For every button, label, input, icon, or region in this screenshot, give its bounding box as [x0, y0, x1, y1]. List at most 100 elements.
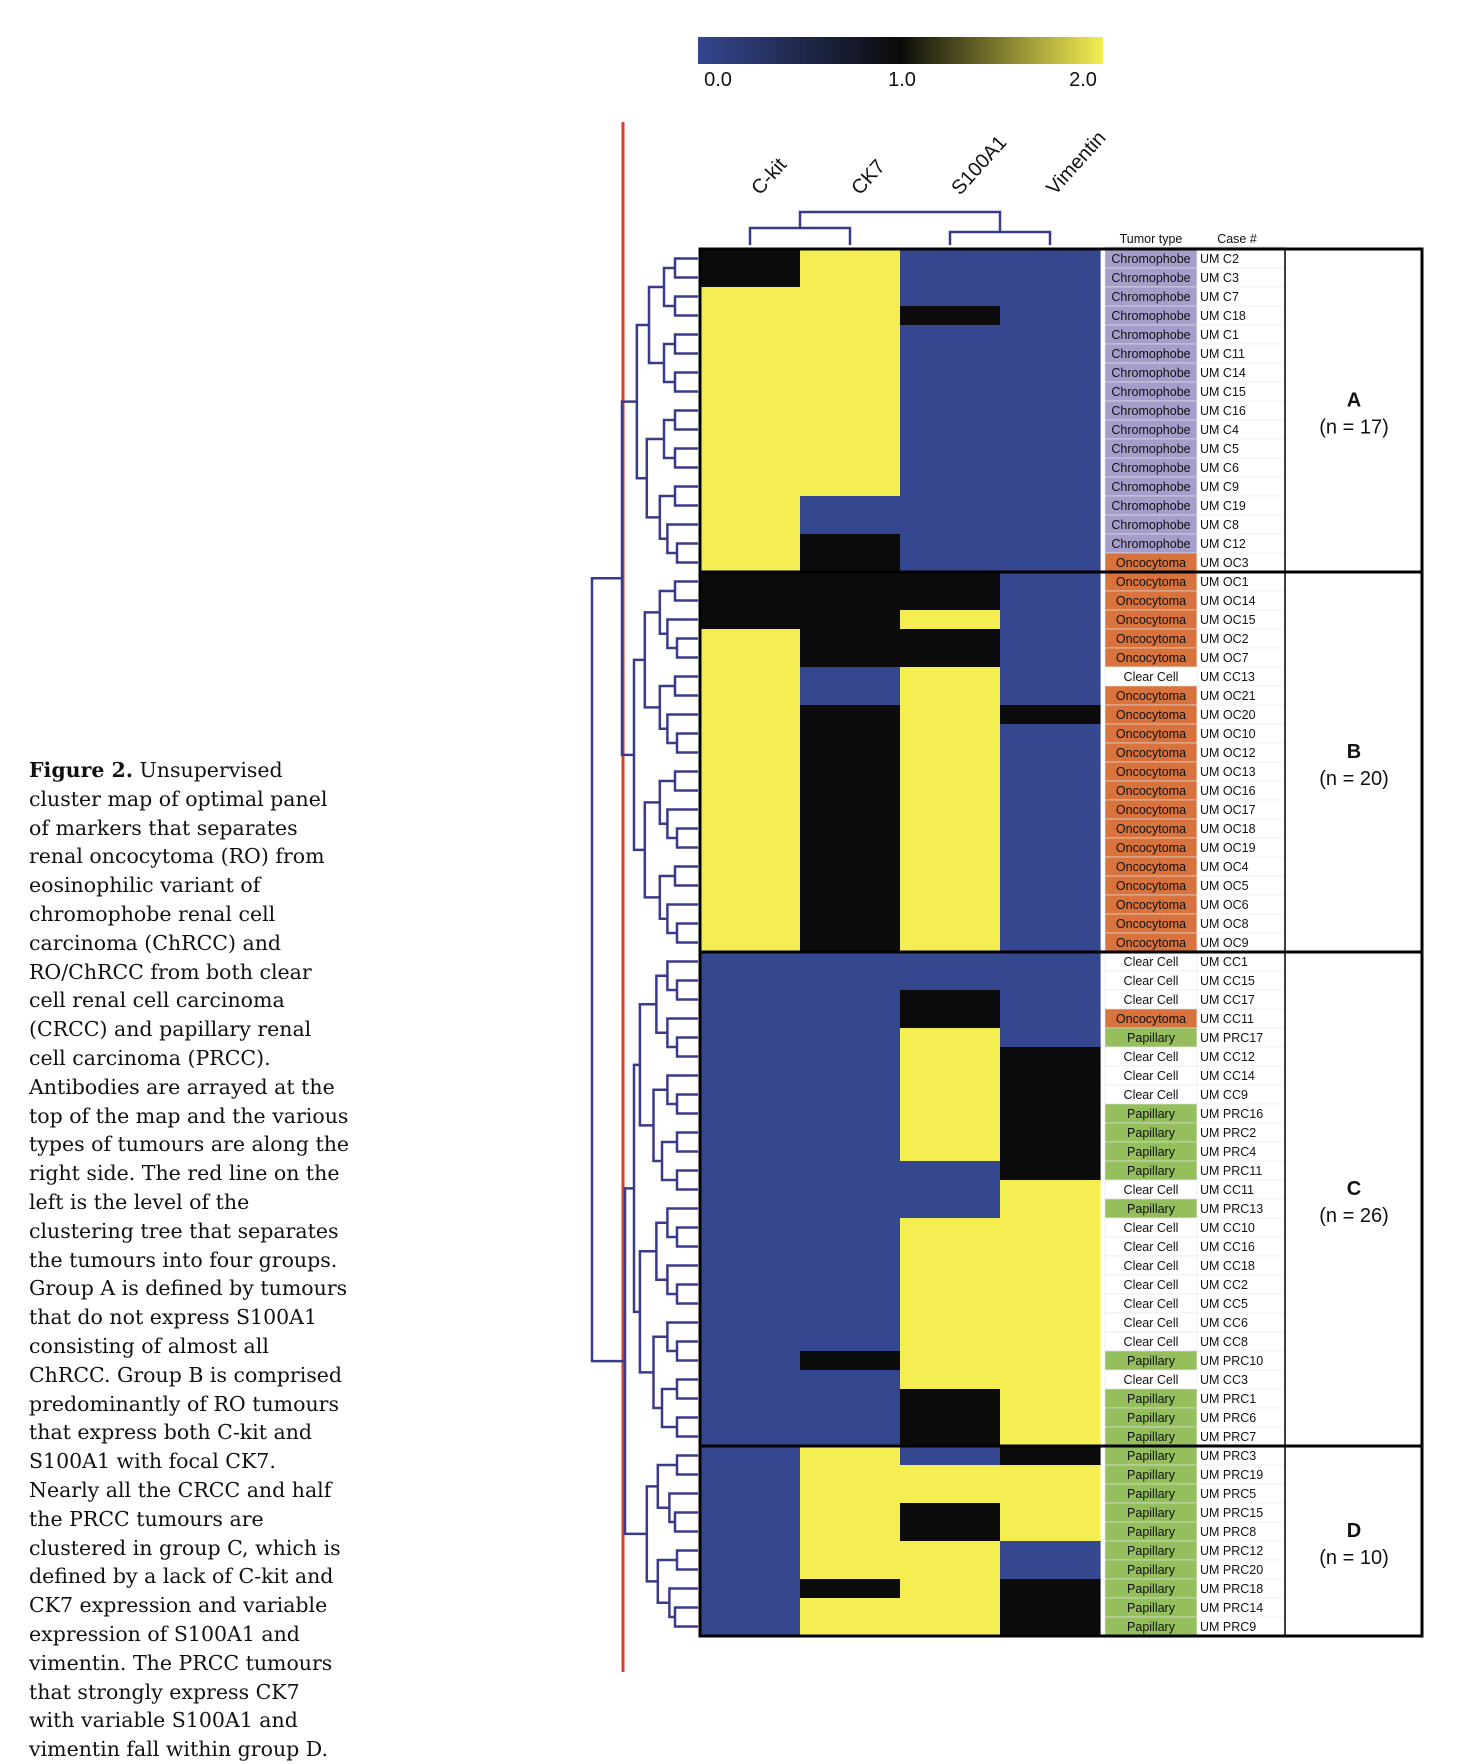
- heatmap-cell: [900, 1465, 1001, 1485]
- heatmap-cell: [1000, 1465, 1101, 1485]
- dendrogram-branch: [675, 1131, 698, 1153]
- heatmap-cell: [700, 876, 801, 896]
- case-label: UM PRC12: [1200, 1544, 1263, 1558]
- heatmap-cell: [1000, 401, 1101, 421]
- case-label: UM C15: [1200, 385, 1246, 399]
- column-label-vimentin: Vimentin: [1042, 127, 1110, 199]
- heatmap-cell: [700, 1237, 801, 1257]
- heatmap-cell: [900, 724, 1001, 744]
- tumor-type-label: Papillary: [1127, 1601, 1176, 1615]
- heatmap-cell: [900, 325, 1001, 345]
- heatmap-cell: [900, 876, 1001, 896]
- case-label: UM CC12: [1200, 1050, 1255, 1064]
- dendrogram-branch: [647, 285, 664, 365]
- heatmap-cell: [1000, 1256, 1101, 1276]
- group-count-d: (n = 10): [1319, 1547, 1388, 1569]
- heatmap-cell: [800, 249, 901, 269]
- dendrogram-branch: [662, 266, 675, 308]
- heatmap-cell: [700, 1389, 801, 1409]
- case-label: UM PRC11: [1200, 1164, 1262, 1178]
- dendrogram-branch: [673, 371, 698, 393]
- heatmap-cell: [800, 724, 901, 744]
- heatmap-cell: [1000, 1047, 1101, 1067]
- heatmap-cell: [900, 1617, 1001, 1637]
- case-label: UM PRC17: [1200, 1031, 1263, 1045]
- case-label: UM PRC15: [1200, 1506, 1263, 1520]
- tumor-type-label: Chromophobe: [1111, 461, 1190, 475]
- heatmap-cell: [1000, 1484, 1101, 1504]
- heatmap-cell: [900, 1047, 1001, 1067]
- heatmap-cell: [900, 1256, 1001, 1276]
- heatmap-cell: [800, 762, 901, 782]
- dendrogram-branch: [645, 1485, 658, 1583]
- dendrogram-branch: [652, 1088, 668, 1163]
- case-label: UM PRC4: [1200, 1145, 1256, 1159]
- heatmap-cell: [800, 1142, 901, 1162]
- heatmap-cell: [1000, 325, 1101, 345]
- heatmap-cell: [700, 610, 801, 630]
- case-label: UM PRC18: [1200, 1582, 1263, 1596]
- heatmap-cell: [1000, 1085, 1101, 1105]
- dendrogram-branch: [948, 230, 1052, 245]
- heatmap-cell: [800, 1028, 901, 1048]
- heatmap-cell: [700, 534, 801, 554]
- dendrogram-branch: [675, 922, 698, 944]
- dendrogram-branch: [666, 618, 698, 650]
- heatmap-cell: [900, 1237, 1001, 1257]
- dendrogram-branch: [660, 1140, 677, 1182]
- heatmap-cell: [700, 1161, 801, 1181]
- heatmap-cell: [1000, 743, 1101, 763]
- heatmap-cell: [900, 1598, 1001, 1618]
- heatmap-cell: [700, 1560, 801, 1580]
- tumor-type-label: Clear Cell: [1124, 1050, 1179, 1064]
- dendrogram-branch: [673, 1511, 698, 1533]
- heatmap-cell: [900, 439, 1001, 459]
- tumor-type-label: Clear Cell: [1124, 1183, 1179, 1197]
- heatmap-cell: [900, 914, 1001, 934]
- heatmap-cell: [800, 1408, 901, 1428]
- heatmap-cell: [1000, 819, 1101, 839]
- heatmap-cell: [1000, 1427, 1101, 1447]
- heatmap-cell: [900, 515, 1001, 535]
- heatmap-cell: [700, 1123, 801, 1143]
- tumor-type-label: Papillary: [1127, 1031, 1176, 1045]
- tumor-type-label: Clear Cell: [1124, 1297, 1179, 1311]
- case-label: UM PRC8: [1200, 1525, 1256, 1539]
- heatmap-cell: [900, 1313, 1001, 1333]
- tumor-type-label: Clear Cell: [1124, 1088, 1179, 1102]
- tumor-type-label: Oncocytoma: [1116, 651, 1186, 665]
- tumor-type-label: Clear Cell: [1124, 1240, 1179, 1254]
- heatmap-cell: [800, 420, 901, 440]
- tumor-type-label: Oncocytoma: [1116, 898, 1186, 912]
- tumor-table: Tumor type Case # Chromophobe UM C2 Chromoph…: [1104, 232, 1286, 1637]
- case-label: UM PRC3: [1200, 1449, 1256, 1463]
- heatmap-cell: [900, 1275, 1001, 1295]
- heatmap-cell: [900, 781, 1001, 801]
- heatmap-cell: [700, 800, 801, 820]
- heatmap-cell: [900, 591, 1001, 611]
- tumor-type-label: Papillary: [1127, 1449, 1176, 1463]
- heatmap-cell: [900, 401, 1001, 421]
- dendrogram-branch: [673, 409, 698, 431]
- heatmap-cell: [1000, 1123, 1101, 1143]
- group-boxes: A (n = 17) B (n = 20) C (n = 26) D (n = 10): [698, 247, 1424, 1638]
- case-label: UM CC13: [1200, 670, 1255, 684]
- heatmap-cell: [800, 1579, 901, 1599]
- tumor-type-label: Oncocytoma: [1116, 841, 1186, 855]
- heatmap-cell: [700, 553, 801, 573]
- heatmap-cell: [900, 762, 1001, 782]
- case-label: UM OC19: [1200, 841, 1256, 855]
- case-label: UM CC11: [1200, 1183, 1254, 1197]
- dendrogram-branch: [655, 1221, 668, 1281]
- heatmap-cell: [1000, 420, 1101, 440]
- case-label: UM PRC7: [1200, 1430, 1256, 1444]
- heatmap-cell: [1000, 1161, 1101, 1181]
- dendrogram-branch: [673, 333, 698, 355]
- case-label: UM C7: [1200, 290, 1239, 304]
- group-label-d: D: [1347, 1520, 1361, 1542]
- heatmap-cell: [900, 1446, 1001, 1466]
- heatmap-cell: [1000, 686, 1101, 706]
- tumor-type-label: Oncocytoma: [1116, 1012, 1186, 1026]
- heatmap-cell: [1000, 1503, 1101, 1523]
- dendrogram-branch: [675, 1283, 698, 1305]
